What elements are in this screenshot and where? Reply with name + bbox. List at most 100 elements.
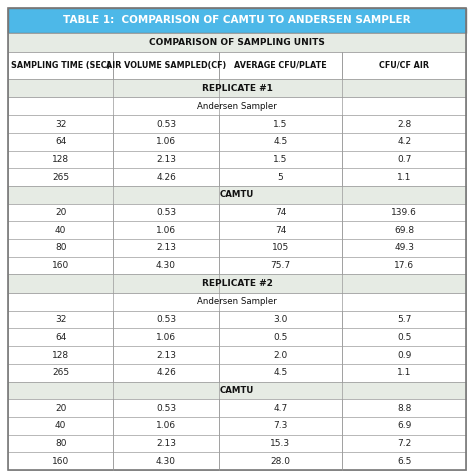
Bar (8, 133, 113, 151)
Bar (113, 239, 219, 257)
Bar (8, 293, 466, 311)
Bar (113, 452, 219, 470)
Text: 32: 32 (55, 119, 66, 128)
Text: 128: 128 (52, 155, 69, 164)
Bar (219, 133, 342, 151)
Text: 6.5: 6.5 (397, 456, 411, 465)
Bar (113, 221, 219, 239)
Text: 2.0: 2.0 (273, 350, 288, 359)
Text: 15.3: 15.3 (271, 439, 291, 448)
Bar (219, 204, 342, 221)
Bar (8, 33, 466, 52)
Bar (342, 168, 466, 186)
Text: 64: 64 (55, 333, 66, 342)
Bar (8, 435, 113, 452)
Text: Andersen Sampler: Andersen Sampler (197, 298, 277, 307)
Bar (219, 311, 342, 328)
Bar (113, 346, 219, 364)
Bar (342, 257, 466, 274)
Bar (219, 221, 342, 239)
Text: 2.13: 2.13 (156, 243, 176, 252)
Bar (8, 417, 113, 435)
Bar (8, 274, 466, 293)
Bar (342, 133, 466, 151)
Bar (113, 364, 219, 382)
Text: 128: 128 (52, 350, 69, 359)
Text: 7.3: 7.3 (273, 421, 288, 430)
Text: 105: 105 (272, 243, 289, 252)
Bar (8, 115, 113, 133)
Text: 75.7: 75.7 (271, 261, 291, 270)
Bar (219, 417, 342, 435)
Bar (8, 328, 113, 346)
Text: AVERAGE CFU/PLATE: AVERAGE CFU/PLATE (234, 61, 327, 70)
Bar (342, 204, 466, 221)
Text: CFU/CF AIR: CFU/CF AIR (379, 61, 429, 70)
Text: Andersen Sampler: Andersen Sampler (197, 102, 277, 111)
Text: 3.0: 3.0 (273, 315, 288, 324)
Text: 5.7: 5.7 (397, 315, 411, 324)
Text: 0.53: 0.53 (156, 208, 176, 217)
Bar (8, 204, 113, 221)
Text: 7.2: 7.2 (397, 439, 411, 448)
Text: 40: 40 (55, 226, 66, 235)
Text: 74: 74 (275, 226, 286, 235)
Text: CAMTU: CAMTU (220, 190, 254, 199)
Bar (219, 346, 342, 364)
Text: 8.8: 8.8 (397, 403, 411, 412)
Text: 4.30: 4.30 (156, 261, 176, 270)
Text: 0.5: 0.5 (273, 333, 288, 342)
Bar (8, 98, 466, 115)
Bar (219, 115, 342, 133)
Text: 4.26: 4.26 (156, 368, 176, 377)
Text: 0.7: 0.7 (397, 155, 411, 164)
Bar (113, 435, 219, 452)
Bar (113, 204, 219, 221)
Text: CAMTU: CAMTU (220, 386, 254, 395)
Text: 0.9: 0.9 (397, 350, 411, 359)
Bar (113, 399, 219, 417)
Bar (8, 221, 113, 239)
Bar (113, 168, 219, 186)
Bar (219, 239, 342, 257)
Text: 4.5: 4.5 (273, 368, 288, 377)
Bar (113, 417, 219, 435)
Bar (8, 364, 113, 382)
Text: 5: 5 (278, 173, 283, 182)
Bar (342, 452, 466, 470)
Text: 2.8: 2.8 (397, 119, 411, 128)
Text: 1.06: 1.06 (156, 137, 176, 146)
Text: 2.13: 2.13 (156, 439, 176, 448)
Bar (113, 52, 219, 79)
Text: 1.1: 1.1 (397, 173, 411, 182)
Bar (342, 239, 466, 257)
Text: 2.13: 2.13 (156, 350, 176, 359)
Bar (342, 364, 466, 382)
Text: 4.7: 4.7 (273, 403, 288, 412)
Text: REPLICATE #1: REPLICATE #1 (201, 83, 273, 92)
Bar (219, 168, 342, 186)
Bar (219, 151, 342, 168)
Text: 265: 265 (52, 173, 69, 182)
Bar (113, 151, 219, 168)
Text: 160: 160 (52, 456, 69, 465)
Text: 4.2: 4.2 (397, 137, 411, 146)
Text: 6.9: 6.9 (397, 421, 411, 430)
Text: AIR VOLUME SAMPLED(CF): AIR VOLUME SAMPLED(CF) (106, 61, 226, 70)
Text: 80: 80 (55, 439, 66, 448)
Bar (113, 115, 219, 133)
Bar (8, 8, 466, 33)
Text: 20: 20 (55, 403, 66, 412)
Bar (342, 399, 466, 417)
Bar (342, 346, 466, 364)
Text: 0.53: 0.53 (156, 315, 176, 324)
Bar (8, 168, 113, 186)
Text: 1.06: 1.06 (156, 421, 176, 430)
Text: 74: 74 (275, 208, 286, 217)
Bar (342, 311, 466, 328)
Bar (8, 257, 113, 274)
Text: 265: 265 (52, 368, 69, 377)
Bar (219, 52, 342, 79)
Bar (8, 311, 113, 328)
Bar (342, 435, 466, 452)
